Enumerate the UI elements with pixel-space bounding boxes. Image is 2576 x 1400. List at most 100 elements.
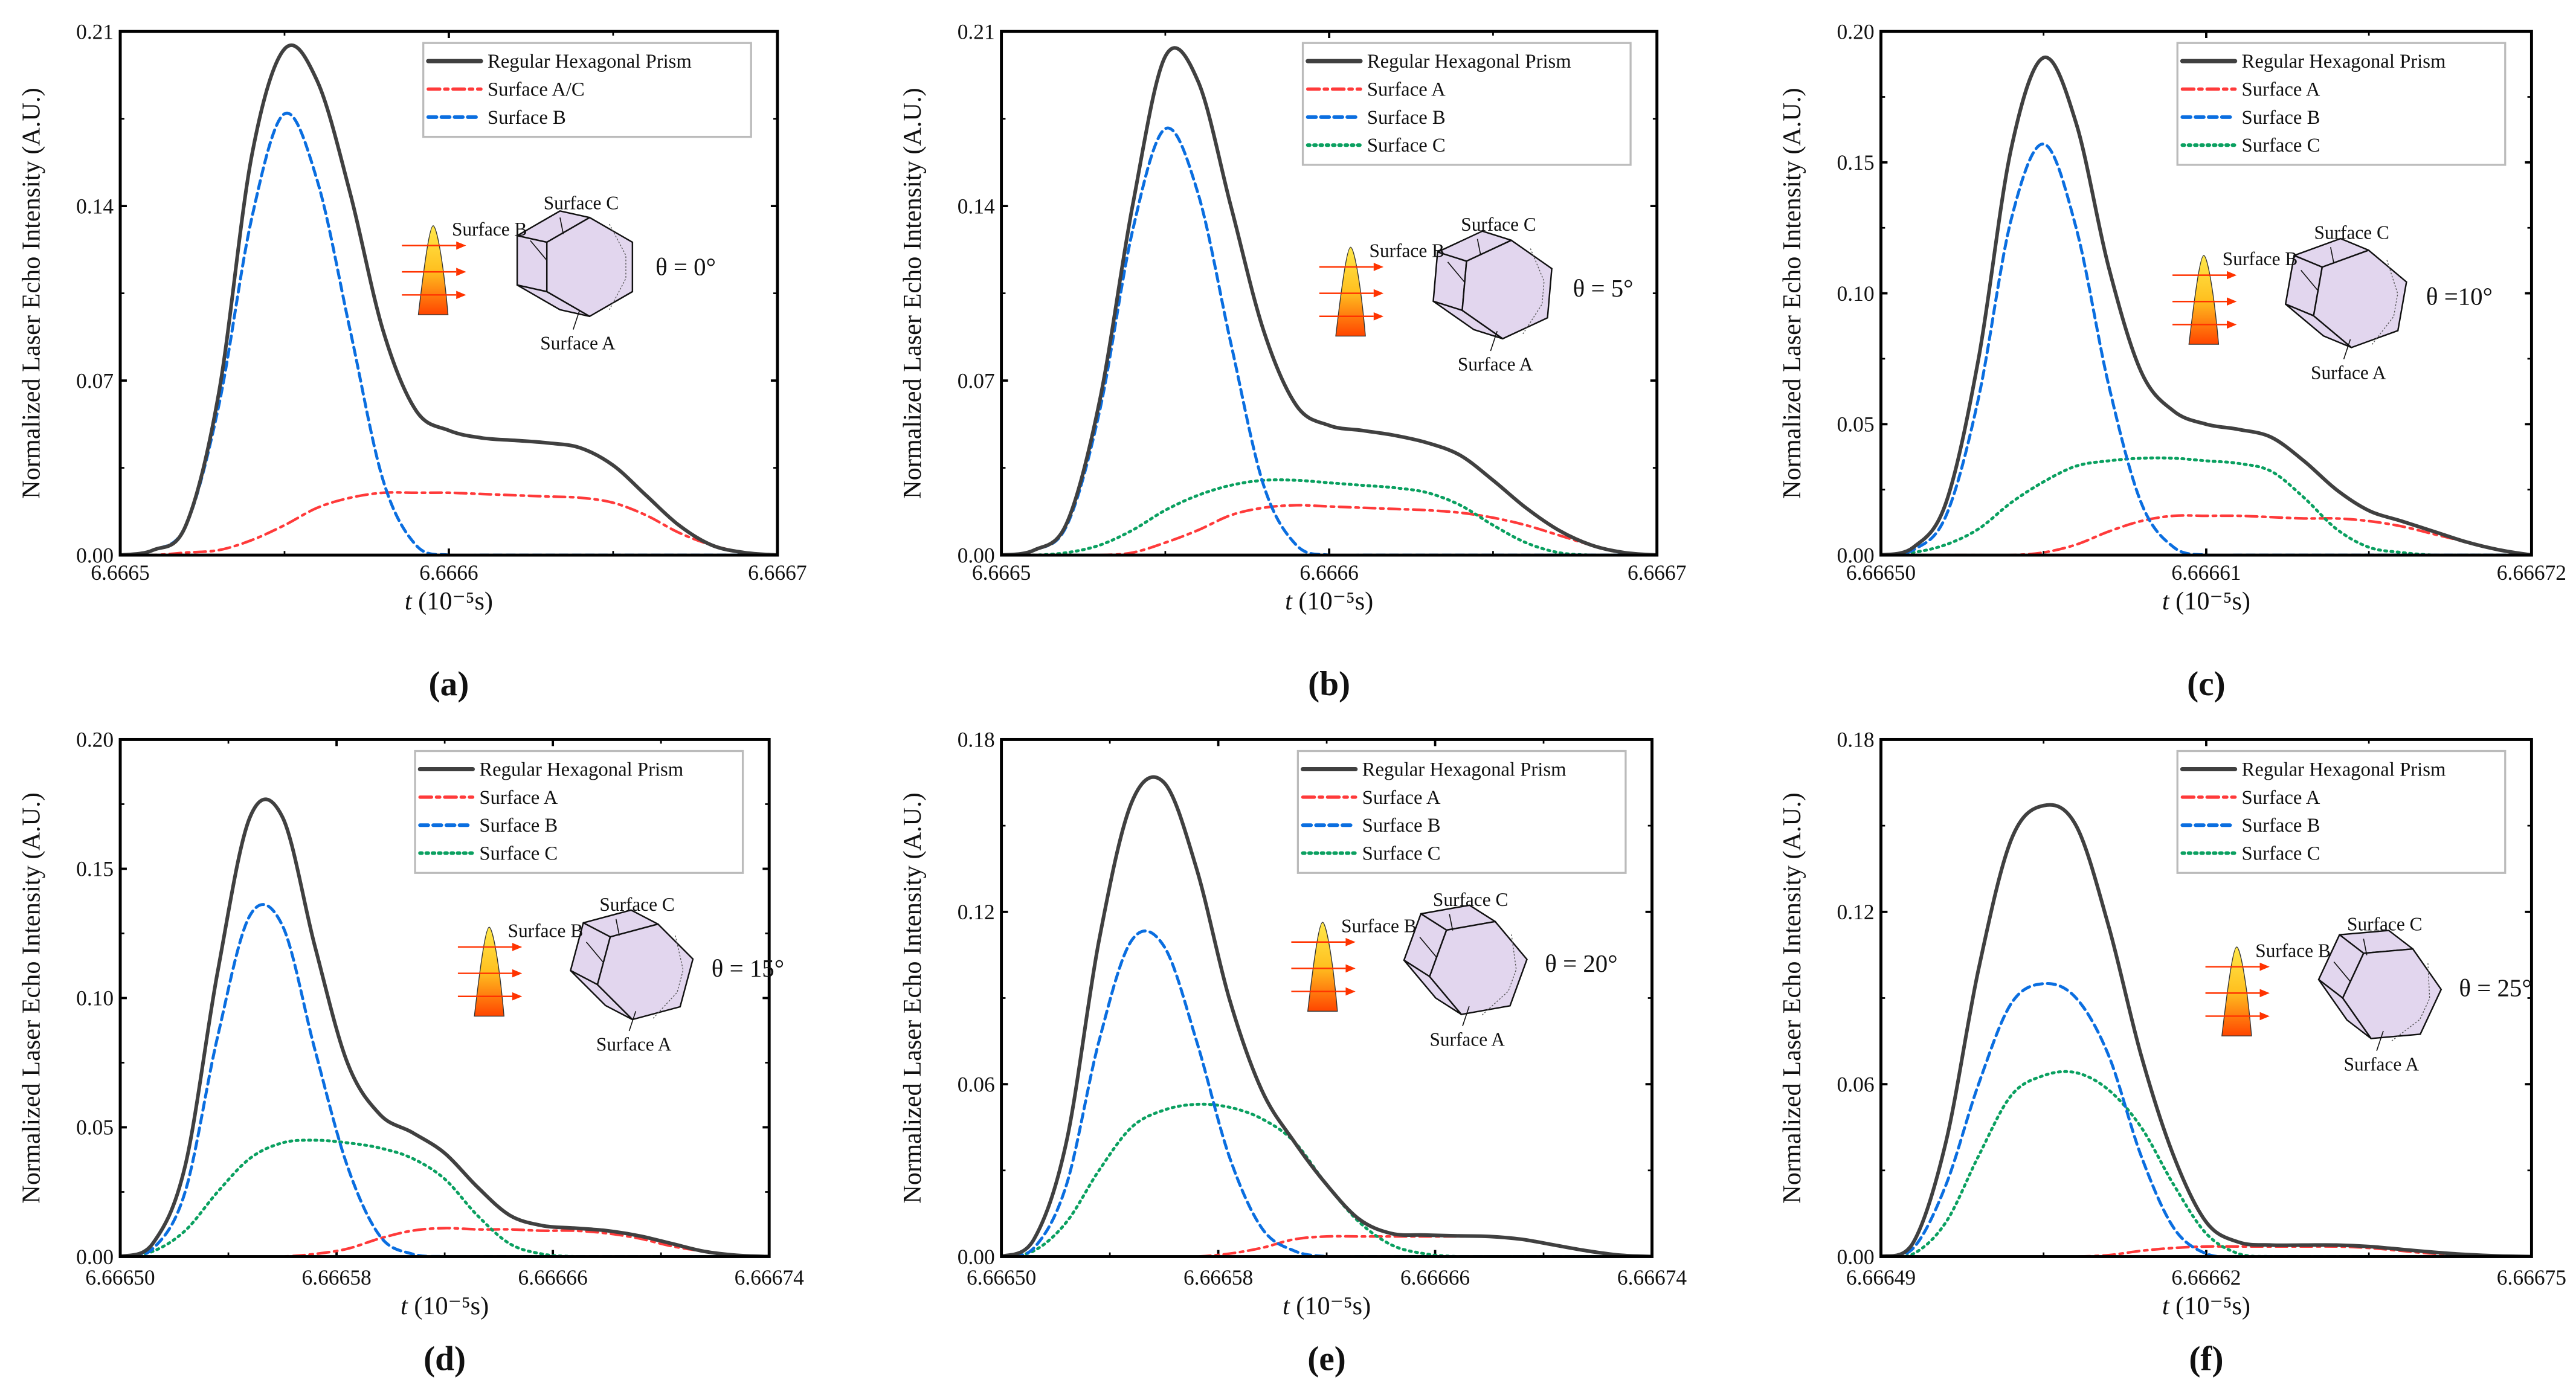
theta-label: θ = 15° [712, 955, 784, 982]
legend-label: Surface C [1362, 843, 1441, 864]
leader-line-b [585, 942, 604, 963]
legend-label: Surface B [1367, 107, 1446, 129]
prism-inset: Surface C Surface B Surface A θ = 5° [1319, 214, 1634, 375]
y-tick-label: 0.14 [958, 194, 995, 218]
series-line-surface-c [1001, 1102, 1652, 1257]
x-tick-label: 6.66649 [1846, 1265, 1916, 1289]
y-tick-label: 0.21 [76, 19, 114, 43]
laser-beam-icon [2221, 946, 2252, 1036]
inset-label-surface-c: Surface C [2347, 914, 2422, 935]
legend-label: Surface A [1367, 79, 1446, 100]
panel-label: (a) [429, 665, 469, 703]
y-tick-label: 0.10 [76, 986, 114, 1010]
theta-label: θ = 5° [1573, 275, 1634, 302]
laser-beam-icon [474, 926, 505, 1017]
leader-line-c [1476, 239, 1481, 256]
panel-label: (c) [2187, 665, 2226, 703]
y-tick-label: 0.12 [1837, 900, 1875, 924]
prism-inset: Surface C Surface B Surface A θ = 15° [457, 894, 784, 1055]
x-tick-label: 6.66662 [2171, 1265, 2241, 1289]
x-tick-label: 6.6665 [91, 560, 149, 585]
x-axis-label: t (10⁻⁵s) [2162, 1292, 2250, 1320]
inset-label-surface-a: Surface A [2311, 362, 2386, 383]
inset-label-surface-b: Surface B [1341, 915, 1416, 936]
y-tick-label: 0.12 [958, 900, 995, 924]
y-tick-label: 0.18 [1837, 728, 1875, 752]
series-line-surface-b [120, 903, 770, 1257]
y-tick-label: 0.00 [76, 543, 114, 567]
chart-panel-b: 0.00 0.07 0.14 0.21 6.6665 6.6666 6.6667 Regula… [898, 19, 1686, 702]
inset-label-surface-b: Surface B [1370, 240, 1444, 262]
y-tick-label: 0.15 [76, 857, 114, 881]
series-line-surface-b [1881, 143, 2532, 556]
leader-line-c [615, 919, 620, 936]
x-tick-label: 6.6665 [972, 560, 1031, 585]
laser-beam-icon [417, 225, 449, 315]
series-line-surface-a [1881, 514, 2532, 556]
x-tick-label: 6.6666 [1299, 560, 1358, 585]
arrowhead-icon [2259, 989, 2270, 998]
x-axis-variable: t [401, 1292, 408, 1320]
x-tick-label: 6.66666 [1400, 1265, 1470, 1289]
prism-inset: Surface C Surface B Surface A θ = 0° [402, 193, 716, 353]
chart-panel-d: 0.00 0.05 0.10 0.15 0.20 6.66650 6.66658 6.6666… [17, 728, 804, 1378]
series-line-total [1001, 775, 1652, 1257]
leader-line-b [2301, 269, 2318, 291]
plot-frame [1879, 30, 2533, 557]
inset-label-surface-a: Surface A [596, 1034, 672, 1055]
x-axis-unit: (10⁻⁵s) [408, 1292, 489, 1320]
y-tick-label: 0.05 [76, 1116, 114, 1140]
legend: Regular Hexagonal Prism Surface A Surface … [2176, 750, 2507, 874]
legend: Regular Hexagonal Prism Surface A Surface … [414, 750, 744, 874]
prism-inset: Surface C Surface B Surface A θ =10° [2172, 222, 2493, 383]
legend: Regular Hexagonal Prism Surface A Surface … [2176, 42, 2507, 166]
x-tick-label: 6.66661 [2171, 560, 2241, 585]
y-axis-label: Normalized Laser Echo Intensity (A.U.) [898, 792, 927, 1203]
hexagonal-prism-icon [570, 909, 694, 1021]
series-line-surface-c [1001, 478, 1657, 556]
series-line-surface-c [1881, 456, 2532, 556]
x-axis-label: t (10⁻⁵s) [2162, 587, 2250, 615]
x-axis-label: t (10⁻⁵s) [1285, 587, 1373, 615]
y-tick-label: 0.07 [958, 368, 995, 393]
arrowhead-icon [1373, 289, 1384, 298]
leader-line-b [1447, 262, 1465, 283]
y-tick-label: 0.05 [1837, 413, 1875, 437]
legend-label: Surface A [1362, 787, 1441, 809]
prism-front-face [1428, 920, 1528, 1015]
legend-label: Surface B [2242, 815, 2320, 836]
plot-frame [118, 30, 779, 557]
prism-front-face [546, 216, 634, 318]
inset-label-surface-c: Surface C [2314, 222, 2389, 243]
leader-line-b [1419, 937, 1437, 957]
legend-label: Surface C [2242, 843, 2320, 864]
arrowhead-icon [2227, 320, 2237, 329]
leader-line-a [1490, 331, 1498, 352]
panel-label: (d) [423, 1340, 466, 1378]
theta-label: θ = 25° [2459, 975, 2531, 1002]
x-axis-label: t (10⁻⁵s) [401, 1292, 489, 1320]
x-axis-variable: t [2162, 1292, 2170, 1320]
legend-label: Surface B [479, 815, 558, 836]
plot-frame [118, 737, 771, 1258]
y-tick-label: 0.00 [958, 543, 995, 567]
legend-label: Regular Hexagonal Prism [488, 51, 692, 72]
x-axis-unit: (10⁻⁵s) [1292, 587, 1373, 615]
inset-label-surface-b: Surface B [2223, 248, 2297, 269]
prism-hidden-edges [1522, 248, 1545, 335]
legend-label: Surface A [479, 787, 558, 809]
y-tick-label: 0.15 [1837, 150, 1875, 175]
x-tick-label: 6.66658 [301, 1265, 371, 1289]
y-tick-label: 0.10 [1837, 281, 1875, 306]
arrowhead-icon [2259, 962, 2270, 971]
inset-label-surface-a: Surface A [1429, 1029, 1505, 1050]
x-tick-label: 6.66666 [518, 1265, 588, 1289]
y-tick-label: 0.20 [76, 728, 114, 752]
x-tick-label: 6.66650 [85, 1265, 155, 1289]
y-tick-label: 0.00 [1837, 1245, 1875, 1269]
series-line-total [120, 797, 770, 1257]
inset-label-surface-c: Surface C [1461, 214, 1536, 235]
series-line-total [1881, 55, 2532, 556]
legend-label: Regular Hexagonal Prism [1367, 51, 1571, 72]
